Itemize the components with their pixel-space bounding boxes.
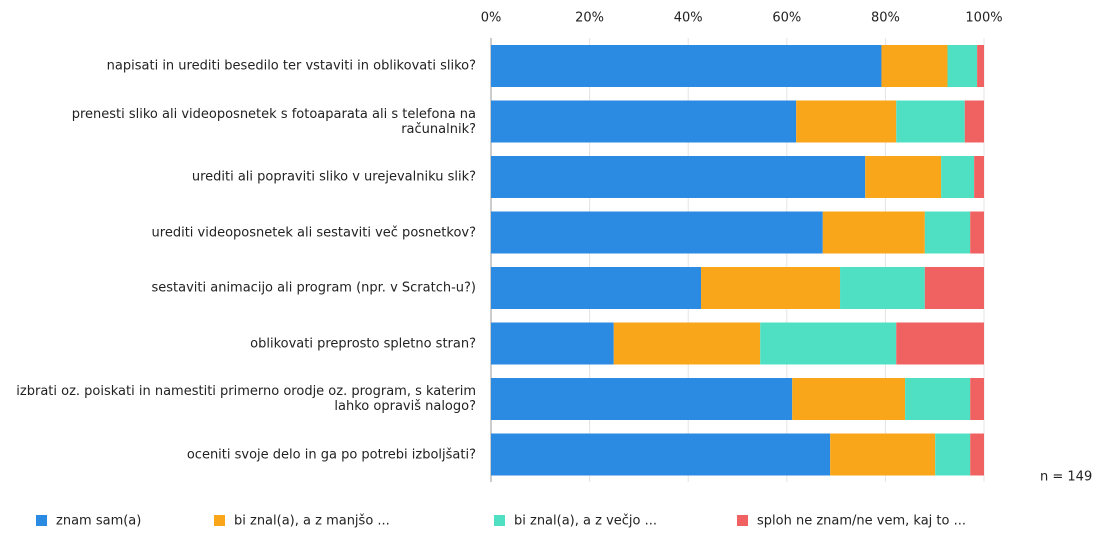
x-tick-label: 20% — [575, 11, 604, 26]
bar-segment — [796, 100, 897, 143]
bar-segment — [491, 45, 882, 87]
bar-segment — [905, 378, 971, 420]
bar-segment — [491, 433, 831, 476]
bar-segment — [941, 156, 975, 198]
bar-segment — [947, 45, 978, 87]
legend-label: bi znal(a), a z manjšo ... — [234, 514, 390, 529]
bar-segment — [760, 322, 897, 365]
category-label: oblikovati preprosto spletno stran? — [250, 336, 476, 351]
bar-segment — [896, 322, 984, 365]
x-tick-label: 60% — [772, 11, 801, 26]
bar-segment — [491, 100, 797, 143]
category-label: urediti ali popraviti sliko v urejevalni… — [191, 169, 476, 185]
category-label: oceniti svoje delo in ga po potrebi izbo… — [186, 447, 476, 462]
bar-segment — [491, 267, 702, 309]
x-tick-label: 80% — [871, 11, 900, 26]
bar-segment — [792, 378, 906, 420]
legend-swatch — [494, 515, 505, 526]
x-tick-label: 0% — [481, 11, 502, 26]
bar-segment — [881, 45, 948, 87]
x-tick-label: 100% — [965, 11, 1002, 26]
bar-segment — [830, 433, 936, 476]
category-label: izbrati oz. poiskati in namestiti primer… — [16, 384, 476, 414]
bar-segment — [970, 433, 984, 476]
bar-segment — [491, 156, 866, 198]
annotation: n = 149 — [1040, 470, 1092, 485]
bar-segment — [974, 156, 984, 198]
bar-segment — [822, 211, 925, 254]
bar-segment — [840, 267, 925, 309]
legend-label: sploh ne znam/ne vem, kaj to ... — [757, 514, 966, 529]
bar-segment — [701, 267, 841, 309]
legend-swatch — [737, 515, 748, 526]
bar-segment — [896, 100, 965, 143]
legend-label: bi znal(a), a z večjo ... — [514, 514, 657, 529]
bar-segment — [924, 267, 984, 309]
category-label: sestaviti animacijo ali program (npr. v … — [151, 280, 476, 296]
category-label: urediti videoposnetek ali sestaviti več … — [151, 225, 476, 240]
category-label: napisati in urediti besedilo ter vstavit… — [106, 58, 476, 74]
bar-segment — [491, 378, 793, 420]
bar-segment — [977, 45, 984, 87]
bar-segment — [865, 156, 942, 198]
bar-segment — [491, 322, 614, 365]
bar-segment — [935, 433, 971, 476]
bar-segment — [613, 322, 761, 365]
bar-segment — [924, 211, 971, 254]
bar-segment — [970, 378, 984, 420]
bar-segment — [970, 211, 984, 254]
bar-segment — [964, 100, 984, 143]
legend-swatch — [36, 515, 47, 526]
legend-label: znam sam(a) — [56, 514, 141, 529]
x-tick-label: 40% — [674, 11, 703, 26]
legend-swatch — [214, 515, 225, 526]
category-label: prenesti sliko ali videoposnetek s fotoa… — [71, 106, 476, 137]
bar-segment — [491, 211, 823, 254]
